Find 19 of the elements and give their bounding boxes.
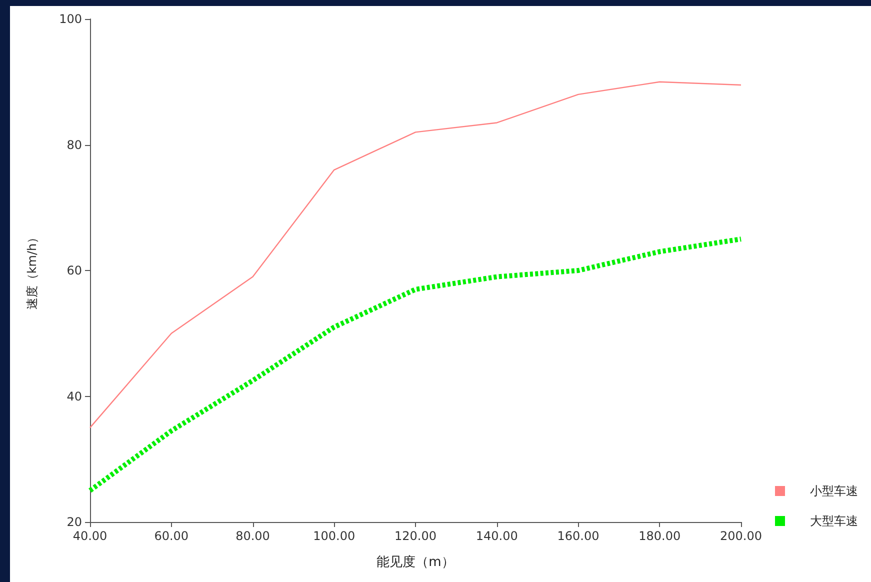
x-axis-title: 能见度（m）	[376, 554, 454, 570]
y-tick-label: 80	[66, 138, 82, 152]
x-tick-label: 200.00	[720, 529, 762, 543]
y-tick-label: 100	[59, 12, 82, 26]
y-axis-title: 速度（km/h）	[25, 231, 39, 310]
line-series	[89, 81, 742, 428]
legend-label: 小型车速	[810, 484, 858, 498]
x-tick-label: 160.00	[557, 529, 600, 543]
y-tick-label: 20	[66, 515, 82, 529]
x-tick-label: 140.00	[476, 529, 518, 543]
y-tick-label: 60	[66, 264, 82, 278]
y-tick-label: 40	[66, 389, 82, 404]
legend-label: 大型车速	[810, 514, 858, 528]
x-tick-label: 40.00	[72, 529, 108, 543]
x-tick-label: 80.00	[236, 529, 270, 543]
x-tick-label: 180.00	[638, 529, 681, 543]
x-tick-label: 60.00	[154, 529, 189, 543]
x-tick-label: 100.00	[313, 529, 356, 543]
x-tick-label: 120.00	[394, 529, 436, 543]
